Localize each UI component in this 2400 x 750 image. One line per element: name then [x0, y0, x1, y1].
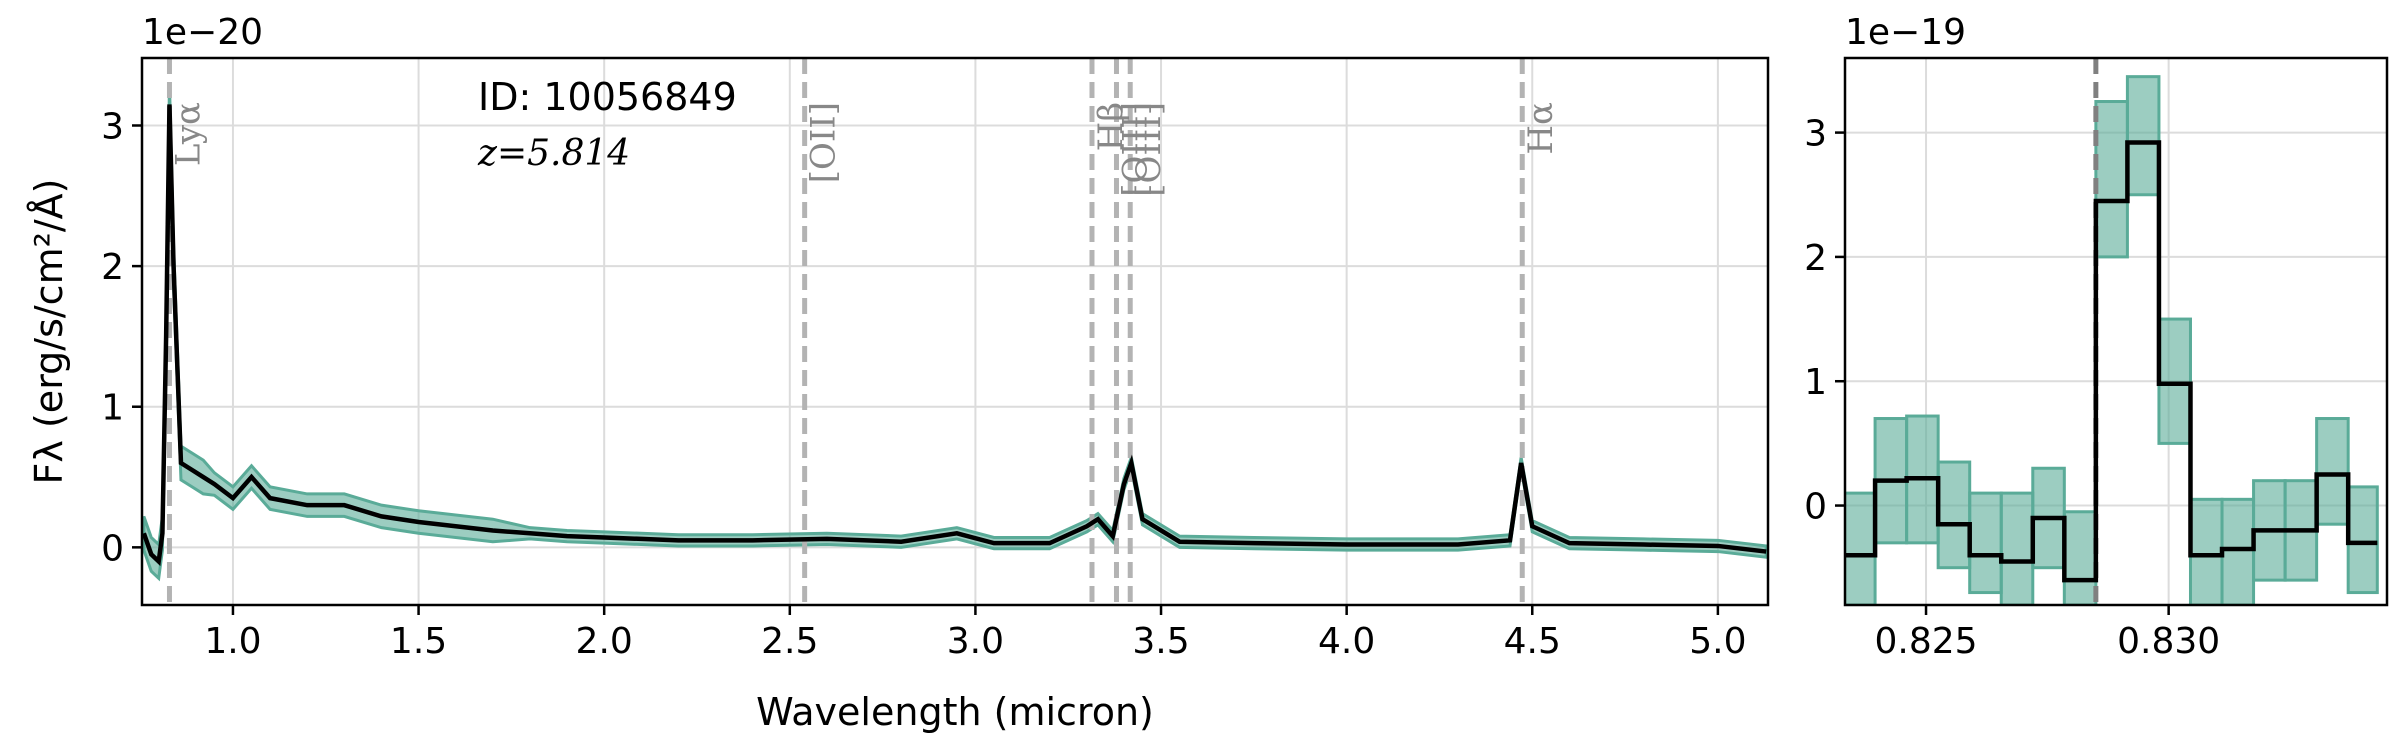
- y-tick-label: 0: [1804, 487, 1827, 528]
- emission-line-label: Hα: [1521, 102, 1561, 155]
- annotation: ID: 10056849: [478, 75, 737, 119]
- error-band: [1968, 491, 2003, 595]
- x-tick-label: 0.825: [1875, 621, 1978, 662]
- offset-text: 1e−19: [1845, 12, 1966, 53]
- offset-text: 1e−20: [142, 12, 263, 53]
- error-band: [1999, 491, 2035, 605]
- x-tick-label: 2.0: [576, 621, 633, 662]
- spectrum-line: [142, 104, 1767, 567]
- x-tick-label: 3.5: [1132, 621, 1189, 662]
- y-tick-label: 2: [101, 247, 124, 288]
- error-band: [2094, 100, 2129, 259]
- y-axis-label: Fλ (erg/s/cm²/Å): [27, 179, 71, 485]
- error-band: [2188, 497, 2224, 605]
- spectrum-line: [1845, 140, 2378, 583]
- emission-line-label: [OII]: [804, 102, 844, 183]
- x-axis-label: Wavelength (micron): [756, 690, 1154, 734]
- error-band: [2157, 317, 2192, 445]
- emission-line-label: Hβ: [1091, 102, 1131, 151]
- axes-frame: [140, 56, 1770, 607]
- annotation: z=5.814: [477, 133, 630, 174]
- x-tick-label: 1.5: [390, 621, 447, 662]
- x-tick-label: 4.5: [1504, 621, 1561, 662]
- y-tick-label: 3: [101, 106, 124, 147]
- x-tick-label: 5.0: [1689, 621, 1746, 662]
- y-tick-label: 1: [1804, 362, 1827, 403]
- error-band: [2315, 417, 2350, 526]
- error-band: [2220, 497, 2256, 605]
- emission-line-label: [OIII]: [1115, 102, 1155, 197]
- x-tick-label: 0.830: [2117, 621, 2220, 662]
- error-band: [2062, 510, 2098, 605]
- error-band: [142, 83, 1768, 582]
- y-tick-label: 3: [1804, 114, 1827, 155]
- y-tick-label: 0: [101, 528, 124, 569]
- x-tick-label: 3.0: [947, 621, 1004, 662]
- y-tick-label: 2: [1804, 238, 1827, 279]
- x-tick-label: 2.5: [761, 621, 818, 662]
- error-band: [1936, 460, 1972, 570]
- y-tick-label: 1: [101, 388, 124, 429]
- plot-area: [1845, 58, 2387, 605]
- x-tick-label: 4.0: [1318, 621, 1375, 662]
- emission-line-label: [OIII]: [1129, 102, 1169, 197]
- axes-frame: [1843, 56, 2389, 607]
- emission-line-label: Lyα: [168, 102, 208, 166]
- x-tick-label: 1.0: [204, 621, 261, 662]
- error-band: [2125, 75, 2161, 197]
- error-band: [2346, 485, 2379, 595]
- plot-area: [142, 58, 1768, 605]
